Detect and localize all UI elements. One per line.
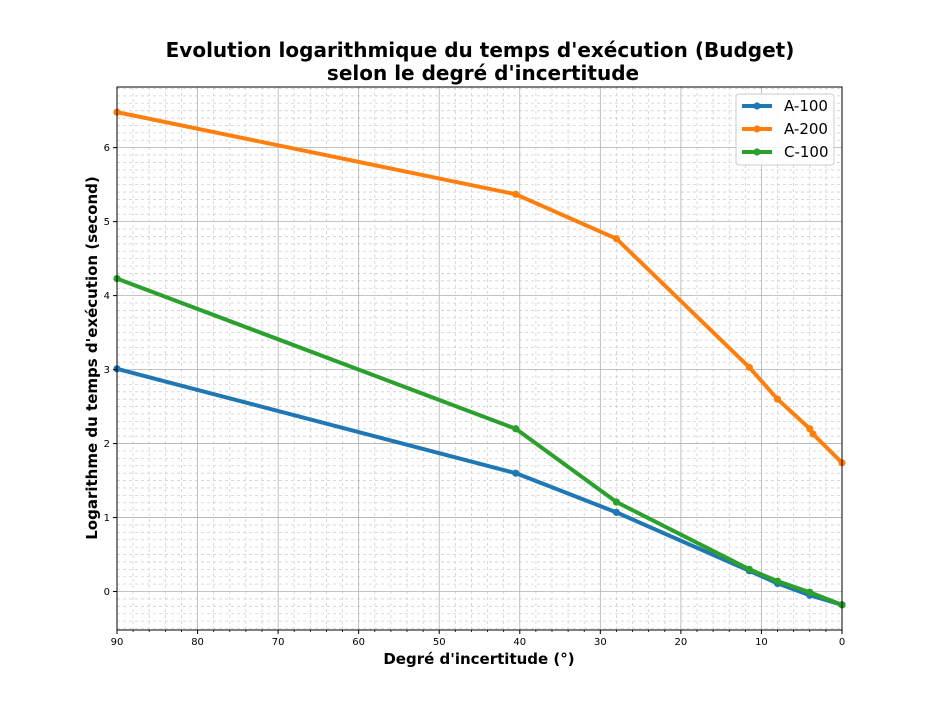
- x-tick-label: 90: [111, 637, 124, 648]
- data-point: [773, 577, 782, 585]
- y-tick-label: 4: [104, 291, 110, 302]
- x-tick-label: 60: [352, 637, 365, 648]
- data-point: [612, 498, 621, 506]
- x-axis-label: Degré d'incertitude (°): [383, 650, 574, 668]
- series-line: [115, 276, 844, 607]
- y-axis-ticks: 0 1 2 3 4 5 6: [104, 143, 117, 598]
- legend: A-100 A-200 C-100: [735, 93, 835, 166]
- y-tick-label: 0: [104, 587, 110, 598]
- x-tick-label: 80: [191, 637, 204, 648]
- x-tick-label: 50: [433, 637, 446, 648]
- y-tick-label: 2: [104, 439, 110, 450]
- major-grid: [116, 87, 843, 630]
- series-line: [115, 110, 844, 465]
- x-tick-label: 10: [755, 637, 768, 648]
- legend-marker: [753, 102, 761, 110]
- legend-marker: [753, 125, 761, 133]
- legend-box: [735, 93, 835, 166]
- y-tick-label: 6: [104, 143, 110, 154]
- x-tick-label: 0: [839, 637, 845, 648]
- data-point: [773, 395, 782, 403]
- y-tick-label: 3: [104, 365, 110, 376]
- legend-label: A-200: [784, 120, 828, 138]
- x-tick-label: 30: [594, 637, 607, 648]
- x-tick-label: 20: [675, 637, 688, 648]
- minor-grid: [117, 87, 842, 630]
- x-tick-label: 70: [272, 637, 285, 648]
- y-tick-label: 1: [104, 513, 110, 524]
- legend-label: A-100: [784, 97, 828, 115]
- data-point: [806, 588, 814, 596]
- legend-marker: [753, 148, 761, 156]
- chart-title-line1: Evolution logarithmique du temps d'exécu…: [166, 38, 795, 62]
- data-point: [745, 565, 753, 573]
- data-point: [745, 363, 753, 371]
- data-point: [512, 469, 520, 477]
- data-point: [806, 425, 814, 433]
- data-point: [809, 430, 817, 438]
- data-point: [612, 508, 621, 516]
- data-point: [512, 190, 520, 198]
- series-a-200: [113, 108, 846, 467]
- y-axis-label: Logarithme du temps d'exécution (second): [83, 176, 101, 540]
- x-tick-label: 40: [513, 637, 526, 648]
- series-layer: [113, 108, 846, 609]
- plot-frame: [116, 86, 843, 631]
- data-point: [512, 425, 520, 433]
- legend-label: C-100: [784, 143, 829, 161]
- x-axis-ticks: 90 80 70 60 50 40 30 20 10 0: [111, 630, 845, 648]
- data-point: [612, 235, 621, 243]
- series-a-100: [113, 365, 846, 609]
- chart-title-line2: selon le degré d'incertitude: [327, 61, 639, 85]
- y-tick-label: 5: [104, 217, 110, 228]
